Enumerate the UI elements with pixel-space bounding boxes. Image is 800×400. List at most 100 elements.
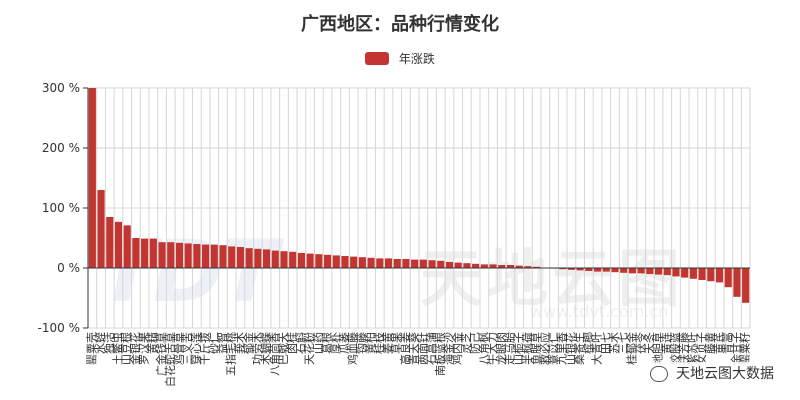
x-tick-label: 地胆草 xyxy=(652,332,665,365)
wechat-icon xyxy=(649,366,668,382)
x-tick-label: 千斤拔 xyxy=(198,332,212,365)
x-tick-label: 石斛 xyxy=(293,332,307,354)
bar xyxy=(724,268,732,288)
bar xyxy=(245,248,253,268)
x-tick-label: 桂枝 xyxy=(372,332,386,354)
x-tick-label: 黄连 xyxy=(659,332,673,354)
bar xyxy=(445,262,454,268)
x-tick-label: 草果 xyxy=(390,332,403,354)
bar xyxy=(428,260,436,268)
bar xyxy=(628,268,636,274)
bar xyxy=(524,266,532,268)
x-tick-label: 穿心莲 xyxy=(189,332,203,365)
y-tick-label: 0 % xyxy=(57,261,80,275)
x-tick-label: 九里香 xyxy=(556,332,569,365)
bar xyxy=(681,268,689,278)
bar xyxy=(202,244,210,268)
x-tick-label: 半枫荷 xyxy=(520,332,534,365)
bar xyxy=(419,259,427,268)
x-tick-label: 天冬 xyxy=(642,332,656,354)
x-tick-label: 葛根 xyxy=(320,332,334,354)
bar xyxy=(480,264,488,268)
x-tick-label: 益智 xyxy=(215,332,229,354)
bar xyxy=(593,268,602,272)
bar xyxy=(167,242,175,268)
bar xyxy=(193,244,201,268)
x-tick-label: 鸡血藤 xyxy=(346,332,360,365)
bar xyxy=(498,265,506,268)
x-tick-label: 大青叶 xyxy=(590,332,604,365)
x-tick-label: 天花粉 xyxy=(303,332,316,365)
x-tick-label: 藤黄 xyxy=(703,332,717,354)
x-tick-label: 高良姜 xyxy=(398,332,412,365)
bar xyxy=(654,268,663,275)
x-tick-label: 龙眼肉 xyxy=(495,332,508,365)
bar xyxy=(437,260,445,268)
bar xyxy=(236,247,245,268)
y-tick-label: 200 % xyxy=(42,141,80,155)
x-tick-label: 槟榔 xyxy=(581,332,595,354)
bar xyxy=(350,256,358,268)
x-tick-label: 两面针 xyxy=(415,332,429,365)
bar xyxy=(219,245,227,268)
bar xyxy=(698,268,706,280)
x-tick-label: 田七 xyxy=(599,332,612,354)
bar xyxy=(315,254,323,268)
bar xyxy=(228,246,236,268)
bar xyxy=(289,251,297,268)
x-tick-label: 罗汉果 xyxy=(138,332,151,365)
bar xyxy=(733,268,741,297)
x-tick-label: 姜黄 xyxy=(381,332,395,354)
x-tick-label: 鱼腥草 xyxy=(529,332,543,365)
x-tick-label: 走马胎 xyxy=(502,332,516,365)
legend-label: 年涨跌 xyxy=(398,52,435,66)
bar xyxy=(646,268,654,274)
bar xyxy=(367,257,375,268)
x-tick-label: 肉桂 xyxy=(285,332,299,354)
y-tick-label: 100 % xyxy=(42,201,80,215)
bar xyxy=(141,238,149,268)
y-tick-label: -100 % xyxy=(38,321,80,335)
chart-legend[interactable]: 年涨跌 xyxy=(0,50,800,67)
bar xyxy=(715,268,724,283)
x-tick-label: 山豆根 xyxy=(119,332,133,365)
bar xyxy=(306,253,314,268)
legend-swatch xyxy=(365,52,390,65)
x-tick-label: 南板蓝根 xyxy=(433,332,447,376)
bar xyxy=(463,263,471,268)
x-tick-label: 郁金 xyxy=(241,332,255,354)
x-tick-label: 广金钱草 xyxy=(154,332,168,376)
bar xyxy=(602,268,610,272)
bar xyxy=(611,268,619,273)
bar xyxy=(254,248,262,268)
bar xyxy=(576,268,584,271)
x-tick-label: 桑寄生 xyxy=(572,332,586,365)
x-tick-label: 木蝴蝶 xyxy=(259,332,273,365)
x-tick-label: 防己 xyxy=(468,332,482,354)
source-label: 天地云图大数据 xyxy=(676,366,774,382)
x-tick-label: 土鳖虫 xyxy=(110,332,124,365)
x-tick-label: 青天葵 xyxy=(408,332,421,365)
bar xyxy=(158,242,166,268)
x-tick-label: 砂仁 xyxy=(207,332,220,354)
x-tick-label: 功劳木 xyxy=(251,332,264,365)
x-tick-label: 石菖蒲 xyxy=(424,332,438,365)
bar xyxy=(123,225,131,268)
x-tick-label: 钩藤 xyxy=(354,332,368,354)
bar xyxy=(411,259,419,268)
x-tick-label: 莪术 xyxy=(233,332,246,354)
bar xyxy=(585,268,593,271)
x-tick-label: 黄精 xyxy=(145,332,159,354)
bar xyxy=(358,257,366,268)
x-tick-label: 黄柏 xyxy=(363,332,377,354)
bar xyxy=(637,268,645,274)
x-tick-label: 绞股蓝 xyxy=(668,332,682,365)
bar xyxy=(402,259,410,268)
bar xyxy=(376,258,384,268)
bar xyxy=(341,256,349,268)
bar xyxy=(533,266,541,268)
bar xyxy=(210,244,218,268)
bar xyxy=(506,265,515,268)
bar xyxy=(515,265,523,268)
x-tick-label: 黄芪 xyxy=(712,332,726,354)
